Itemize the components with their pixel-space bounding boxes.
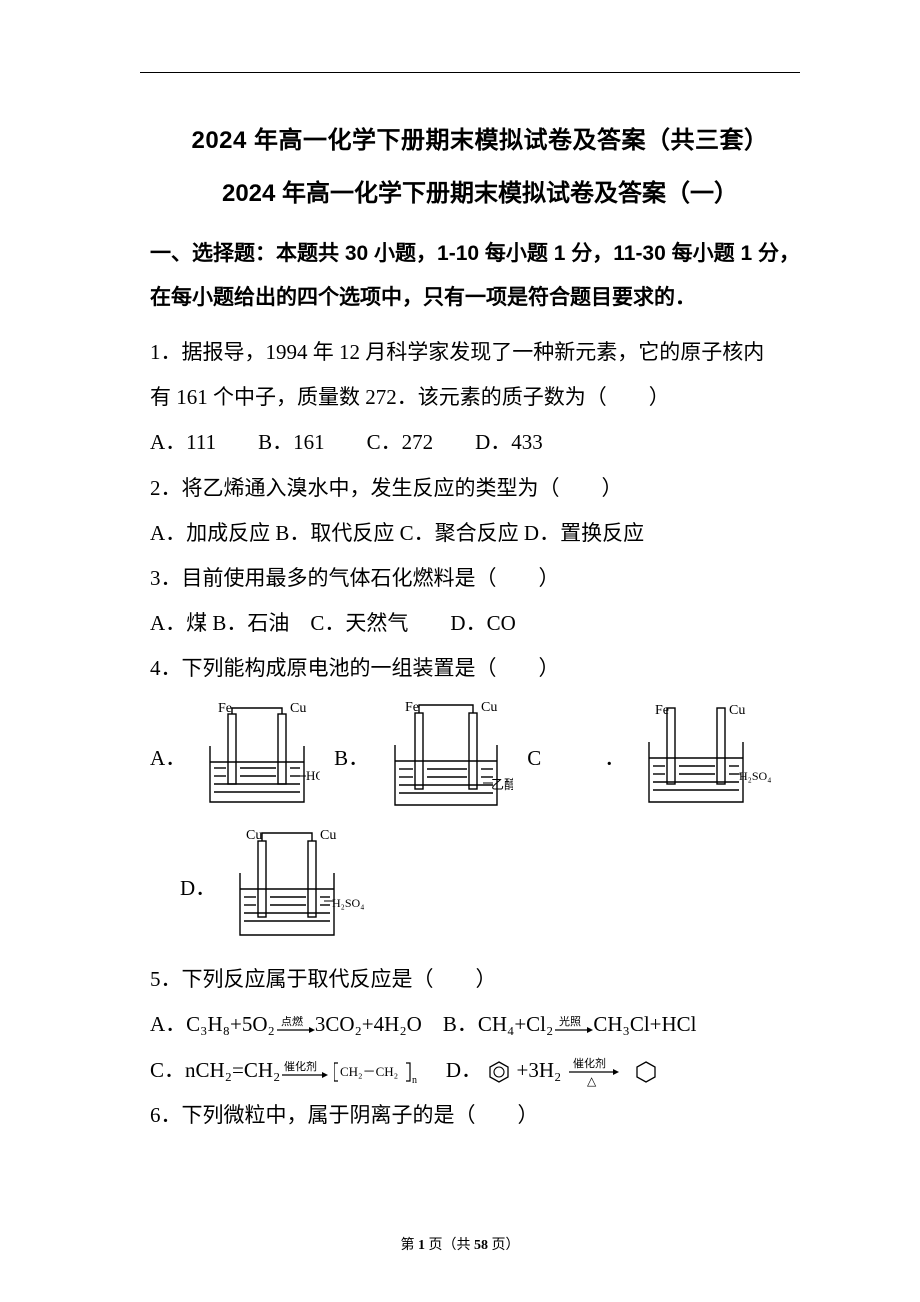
q5D-arrow-top: 催化剂 bbox=[573, 1057, 606, 1070]
q5-optB-pre: B．CH₄+Cl₂ bbox=[443, 1012, 554, 1036]
q5A-arrow-label: 点燃 bbox=[281, 1016, 303, 1028]
footer-mid: 页（共 bbox=[425, 1238, 474, 1253]
arrow-icon: 点燃 bbox=[275, 1016, 315, 1038]
title-main: 2024 年高一化学下册期末模拟试卷及答案（共三套） bbox=[150, 120, 810, 155]
svg-text:Fe: Fe bbox=[218, 702, 232, 716]
q1-stem-l2: 有 161 个中子，质量数 272．该元素的质子数为（ ） bbox=[150, 375, 810, 420]
top-rule bbox=[140, 72, 800, 73]
svg-text:Cu: Cu bbox=[320, 828, 336, 843]
svg-text:CH₂－CH₂: CH₂－CH₂ bbox=[340, 1064, 398, 1079]
q5-optA-pre: A．C₃H₈+5O₂ bbox=[150, 1012, 275, 1036]
q6-stem: 6．下列微粒中，属于阴离子的是（ ） bbox=[150, 1093, 810, 1138]
q1-stem-l1: 1．据报导，1994 年 12 月科学家发现了一种新元素，它的原子核内 bbox=[150, 330, 810, 375]
footer-total: 58 bbox=[474, 1238, 488, 1253]
q5-optA-post: 3CO₂+4H₂O bbox=[315, 1012, 422, 1036]
q5-options-row2: C．nCH₂=CH₂ 催化剂 CH₂－CH₂ n D． +3H₂ 催化剂 △ bbox=[150, 1048, 810, 1093]
q4-label-D: D． bbox=[180, 872, 216, 902]
q5D-arrow-bot: △ bbox=[587, 1074, 597, 1087]
q4-cell-A-icon: Fe Cu HCl bbox=[200, 702, 320, 812]
q1-options: A．111 B．161 C．272 D．433 bbox=[150, 420, 810, 465]
svg-text:Cu: Cu bbox=[481, 700, 497, 715]
q4-label-C: C ． bbox=[527, 742, 625, 772]
arrow-icon: 光照 bbox=[553, 1016, 593, 1038]
q4-label-B: B． bbox=[334, 742, 369, 772]
footer-current: 1 bbox=[418, 1238, 425, 1253]
q5-optB-post: CH₃Cl+HCl bbox=[593, 1012, 696, 1036]
svg-text:n: n bbox=[412, 1075, 417, 1085]
svg-text:Fe: Fe bbox=[405, 700, 419, 715]
svg-text:HCl: HCl bbox=[306, 768, 320, 783]
arrow-icon: 催化剂 bbox=[280, 1061, 328, 1083]
q5-optD-plus: +3H₂ bbox=[517, 1058, 562, 1082]
q5C-arrow-label: 催化剂 bbox=[284, 1061, 317, 1073]
svg-text:Cu: Cu bbox=[290, 702, 306, 716]
q4-cell-C-icon: Fe Cu H₂SO₄ bbox=[639, 702, 774, 812]
q2-stem: 2．将乙烯通入溴水中，发生反应的类型为（ ） bbox=[150, 466, 810, 511]
svg-text:乙醇: 乙醇 bbox=[491, 777, 513, 792]
svg-text:H₂SO₄: H₂SO₄ bbox=[739, 769, 771, 783]
svg-text:H₂SO₄: H₂SO₄ bbox=[332, 896, 364, 910]
q4-cell-B-icon: Fe Cu 乙醇 bbox=[383, 697, 513, 817]
arrow-stacked-icon: 催化剂 △ bbox=[567, 1057, 619, 1087]
cyclohexane-icon bbox=[634, 1060, 658, 1084]
section-heading-line1: 一、选择题：本题共 30 小题，1-10 每小题 1 分，11-30 每小题 1… bbox=[150, 242, 800, 265]
q4-stem: 4．下列能构成原电池的一组装置是（ ） bbox=[150, 646, 810, 691]
q4-label-A: A． bbox=[150, 742, 186, 772]
title-sub: 2024 年高一化学下册期末模拟试卷及答案（一） bbox=[150, 173, 810, 208]
q3-options: A．煤 B．石油 C．天然气 D．CO bbox=[150, 601, 810, 646]
q5-options-row1: A．C₃H₈+5O₂ 点燃 3CO₂+4H₂O B．CH₄+Cl₂ 光照 CH₃Cl+H… bbox=[150, 1002, 810, 1047]
section-heading-line2: 在每小题给出的四个选项中，只有一项是符合题目要求的． bbox=[150, 286, 696, 309]
q5-optD-pre: D． bbox=[446, 1058, 482, 1082]
q5-optC-pre: C．nCH₂=CH₂ bbox=[150, 1058, 280, 1082]
svg-text:Fe: Fe bbox=[655, 703, 669, 718]
page-footer: 第 1 页（共 58 页） bbox=[0, 1234, 920, 1254]
svg-text:Cu: Cu bbox=[246, 828, 262, 843]
q5B-arrow-label: 光照 bbox=[559, 1016, 581, 1028]
benzene-icon bbox=[487, 1060, 511, 1084]
q2-options: A．加成反应 B．取代反应 C．聚合反应 D．置换反应 bbox=[150, 511, 810, 556]
svg-text:Cu: Cu bbox=[729, 703, 745, 718]
q3-stem: 3．目前使用最多的气体石化燃料是（ ） bbox=[150, 556, 810, 601]
exam-page: 2024 年高一化学下册期末模拟试卷及答案（共三套） 2024 年高一化学下册期… bbox=[0, 0, 920, 1302]
q5-stem: 5．下列反应属于取代反应是（ ） bbox=[150, 957, 810, 1002]
footer-post: 页） bbox=[488, 1238, 520, 1253]
q4-row1: A． Fe Cu HCl B． bbox=[150, 697, 810, 817]
polymer-icon: CH₂－CH₂ n bbox=[334, 1059, 420, 1085]
footer-pre: 第 bbox=[401, 1238, 419, 1253]
section-heading: 一、选择题：本题共 30 小题，1-10 每小题 1 分，11-30 每小题 1… bbox=[150, 232, 810, 320]
q4-row2: D． Cu Cu H₂SO₄ bbox=[180, 827, 810, 947]
q4-cell-D-icon: Cu Cu H₂SO₄ bbox=[230, 827, 370, 947]
